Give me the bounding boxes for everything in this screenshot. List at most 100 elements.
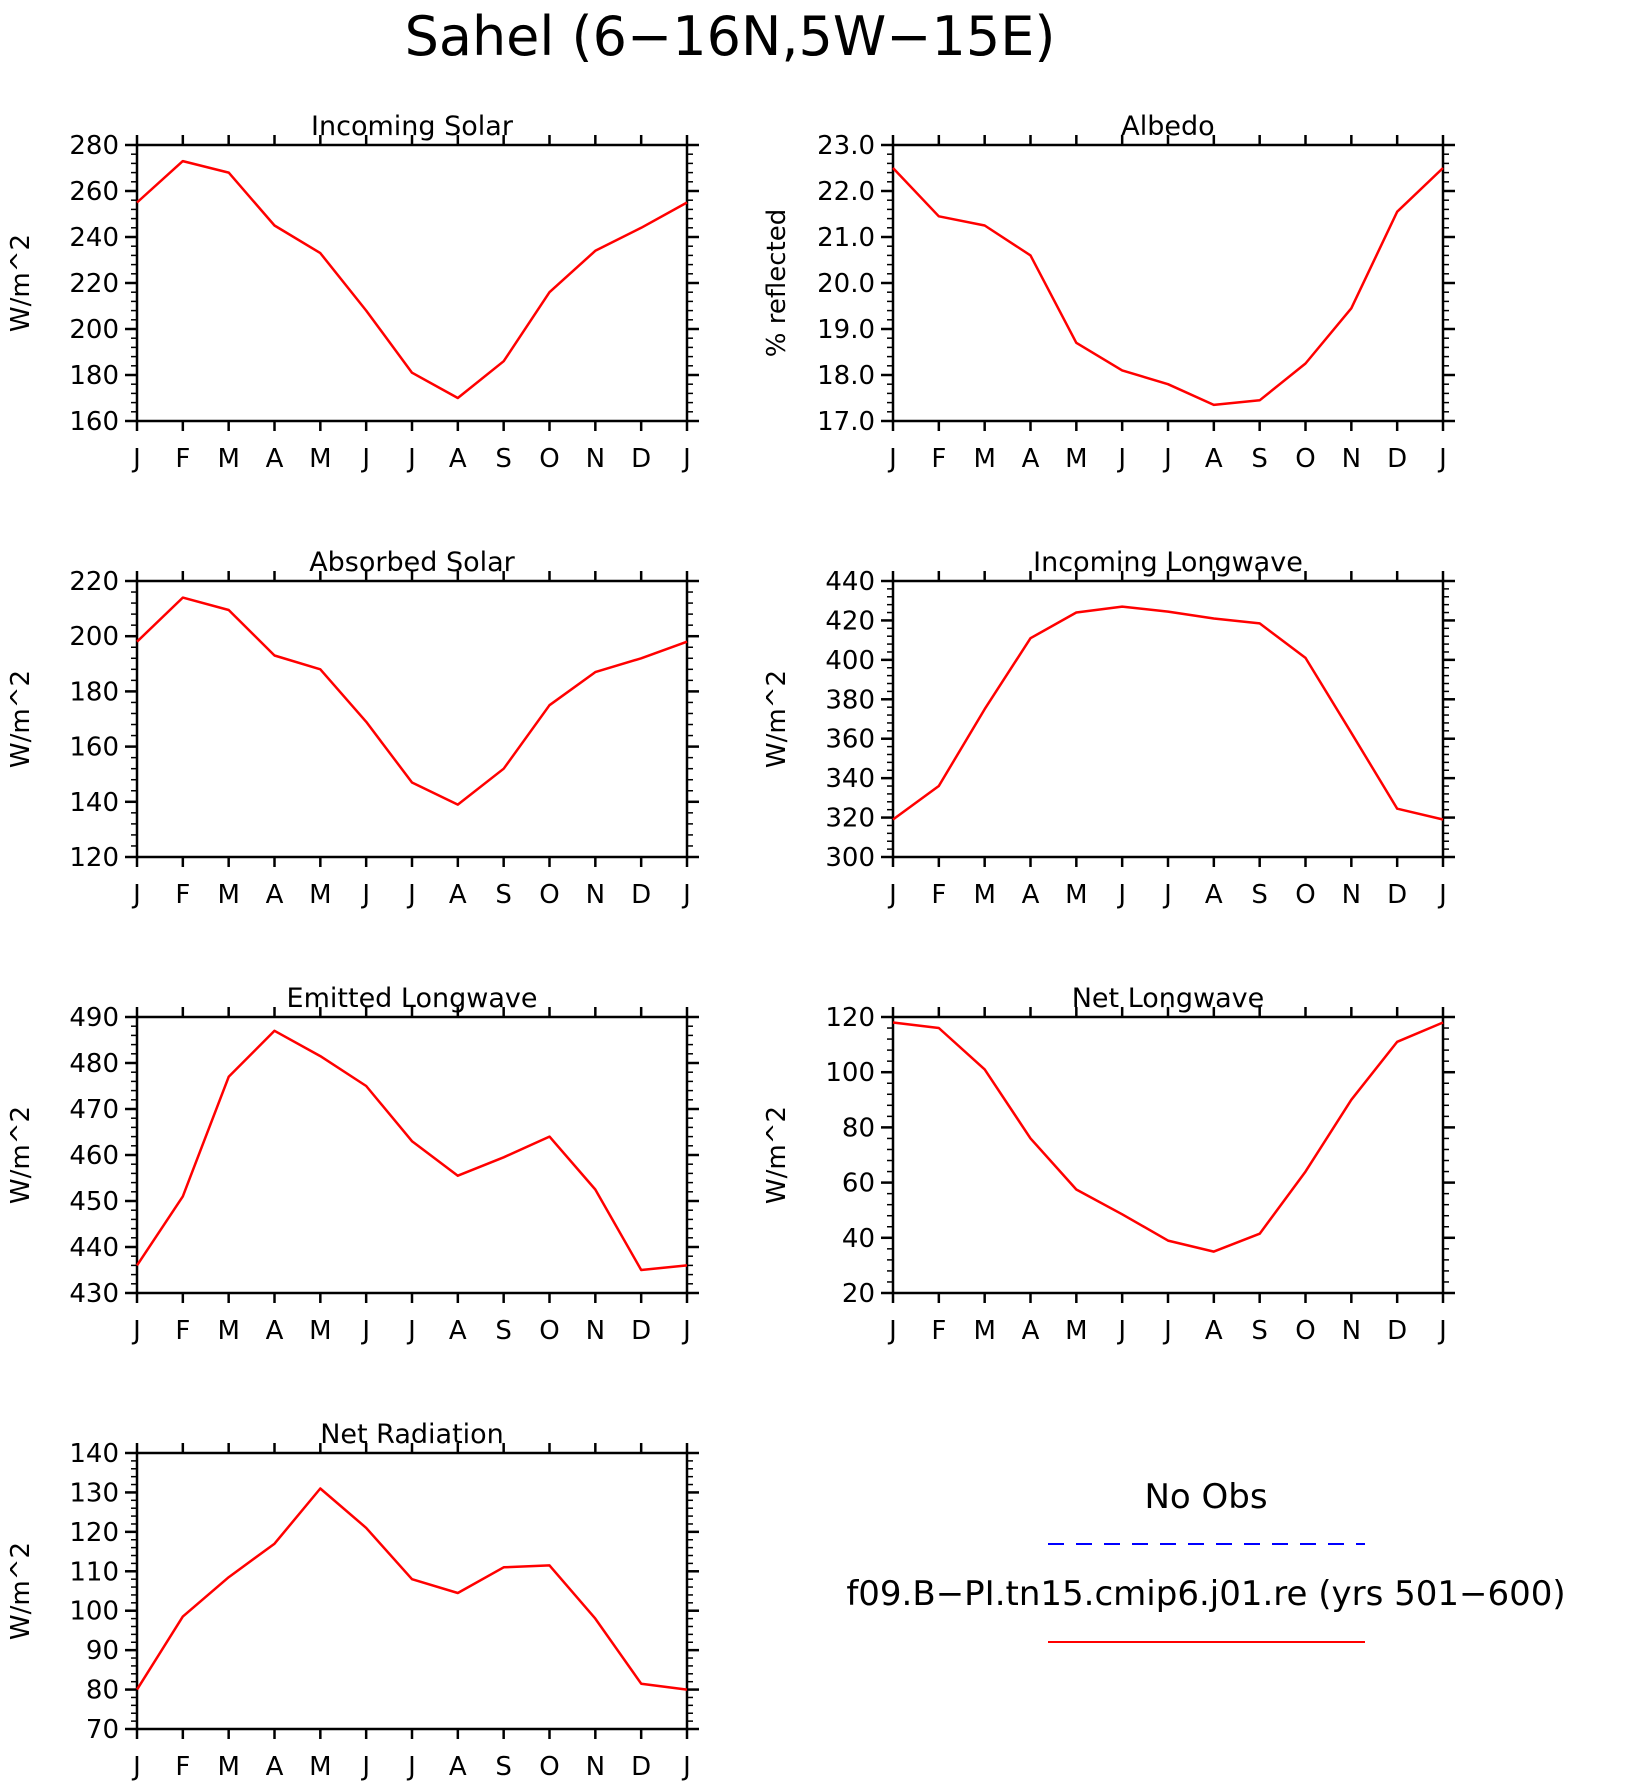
x-tick-label: J <box>681 444 691 474</box>
y-tick-label: 220 <box>69 269 119 299</box>
y-tick-label: 90 <box>86 1636 119 1666</box>
y-axis-label: W/m^2 <box>762 1106 792 1204</box>
x-tick-label: J <box>887 880 897 910</box>
x-tick-label: J <box>406 880 416 910</box>
legend-model-label: f09.B−PI.tn15.cmip6.j01.re (yrs 501−600) <box>846 1574 1565 1614</box>
x-tick-label: J <box>887 444 897 474</box>
x-tick-label: A <box>266 444 284 474</box>
y-tick-label: 23.0 <box>817 131 875 161</box>
series-line <box>135 1029 688 1272</box>
x-tick-label: N <box>1342 880 1361 910</box>
y-axis-label: W/m^2 <box>6 670 36 768</box>
y-tick-label: 220 <box>69 567 119 597</box>
x-tick-label: J <box>360 444 370 474</box>
y-tick-label: 260 <box>69 177 119 207</box>
x-tick-label: M <box>217 1316 239 1346</box>
x-tick-label: M <box>973 444 995 474</box>
x-tick-label: S <box>495 880 512 910</box>
plot-frame <box>891 1015 1445 1295</box>
y-tick-label: 60 <box>842 1169 875 1199</box>
y-axis-label: W/m^2 <box>6 1106 36 1204</box>
y-tick-label: 160 <box>69 733 119 763</box>
main-title: Sahel (6−16N,5W−15E) <box>405 5 1056 68</box>
x-tick-label: F <box>175 1316 190 1346</box>
y-tick-label: 20 <box>842 1279 875 1309</box>
x-tick-label: J <box>1437 880 1447 910</box>
x-tick-label: J <box>1162 1316 1172 1346</box>
x-tick-label: S <box>495 1316 512 1346</box>
x-tick-label: M <box>1065 444 1087 474</box>
x-tick-label: J <box>1116 444 1126 474</box>
x-tick-label: N <box>586 1316 605 1346</box>
plot-frame <box>135 143 689 423</box>
x-tick-label: A <box>1022 880 1040 910</box>
series-line <box>136 596 688 806</box>
x-tick-label: J <box>131 880 141 910</box>
y-tick-label: 70 <box>86 1715 119 1745</box>
y-tick-label: 120 <box>69 1518 119 1548</box>
y-tick-label: 40 <box>842 1224 875 1254</box>
x-tick-label: A <box>1205 880 1223 910</box>
y-tick-label: 490 <box>69 1003 119 1033</box>
plot-frame <box>135 579 689 859</box>
x-tick-label: O <box>1295 444 1315 474</box>
series-line <box>135 1487 688 1691</box>
x-tick-label: J <box>1437 1316 1447 1346</box>
x-tick-label: J <box>681 1752 691 1782</box>
y-tick-label: 18.0 <box>817 361 875 391</box>
y-tick-label: 100 <box>69 1597 119 1627</box>
y-tick-label: 450 <box>69 1187 119 1217</box>
y-tick-label: 140 <box>69 788 119 818</box>
x-tick-label: J <box>1437 444 1447 474</box>
x-tick-label: F <box>175 444 190 474</box>
y-tick-label: 200 <box>69 622 119 652</box>
series-line <box>892 167 1444 407</box>
x-tick-label: A <box>449 1316 467 1346</box>
x-tick-label: M <box>217 880 239 910</box>
plot-frame <box>135 1015 689 1295</box>
legend-obs-label: No Obs <box>1144 1477 1267 1517</box>
x-tick-label: S <box>1251 880 1268 910</box>
y-tick-label: 400 <box>825 646 875 676</box>
y-axis-label: W/m^2 <box>762 670 792 768</box>
x-tick-label: S <box>1251 1316 1268 1346</box>
x-tick-label: M <box>973 880 995 910</box>
x-tick-label: D <box>1387 1316 1407 1346</box>
y-tick-label: 200 <box>69 315 119 345</box>
x-tick-label: J <box>681 880 691 910</box>
x-tick-label: F <box>175 1752 190 1782</box>
x-tick-label: A <box>1022 444 1040 474</box>
y-tick-label: 100 <box>825 1058 875 1088</box>
y-tick-label: 140 <box>69 1439 119 1469</box>
y-tick-label: 21.0 <box>817 223 875 253</box>
x-tick-label: J <box>406 1752 416 1782</box>
x-tick-label: M <box>973 1316 995 1346</box>
y-tick-label: 180 <box>69 361 119 391</box>
x-tick-label: A <box>449 1752 467 1782</box>
y-tick-label: 280 <box>69 131 119 161</box>
y-tick-label: 180 <box>69 677 119 707</box>
x-tick-label: S <box>495 444 512 474</box>
x-tick-label: M <box>1065 1316 1087 1346</box>
y-tick-label: 240 <box>69 223 119 253</box>
x-tick-label: A <box>266 1752 284 1782</box>
x-tick-label: F <box>931 1316 946 1346</box>
x-tick-label: D <box>631 1752 651 1782</box>
y-tick-label: 20.0 <box>817 269 875 299</box>
y-axis-label: % reflected <box>762 209 792 357</box>
x-tick-label: N <box>1342 444 1361 474</box>
x-tick-label: D <box>1387 444 1407 474</box>
x-tick-label: D <box>631 880 651 910</box>
x-tick-label: A <box>266 1316 284 1346</box>
x-tick-label: J <box>1116 1316 1126 1346</box>
x-tick-label: M <box>309 1316 331 1346</box>
x-tick-label: F <box>175 880 190 910</box>
x-tick-label: J <box>1116 880 1126 910</box>
x-tick-label: J <box>406 444 416 474</box>
plot-frame <box>135 1451 689 1731</box>
